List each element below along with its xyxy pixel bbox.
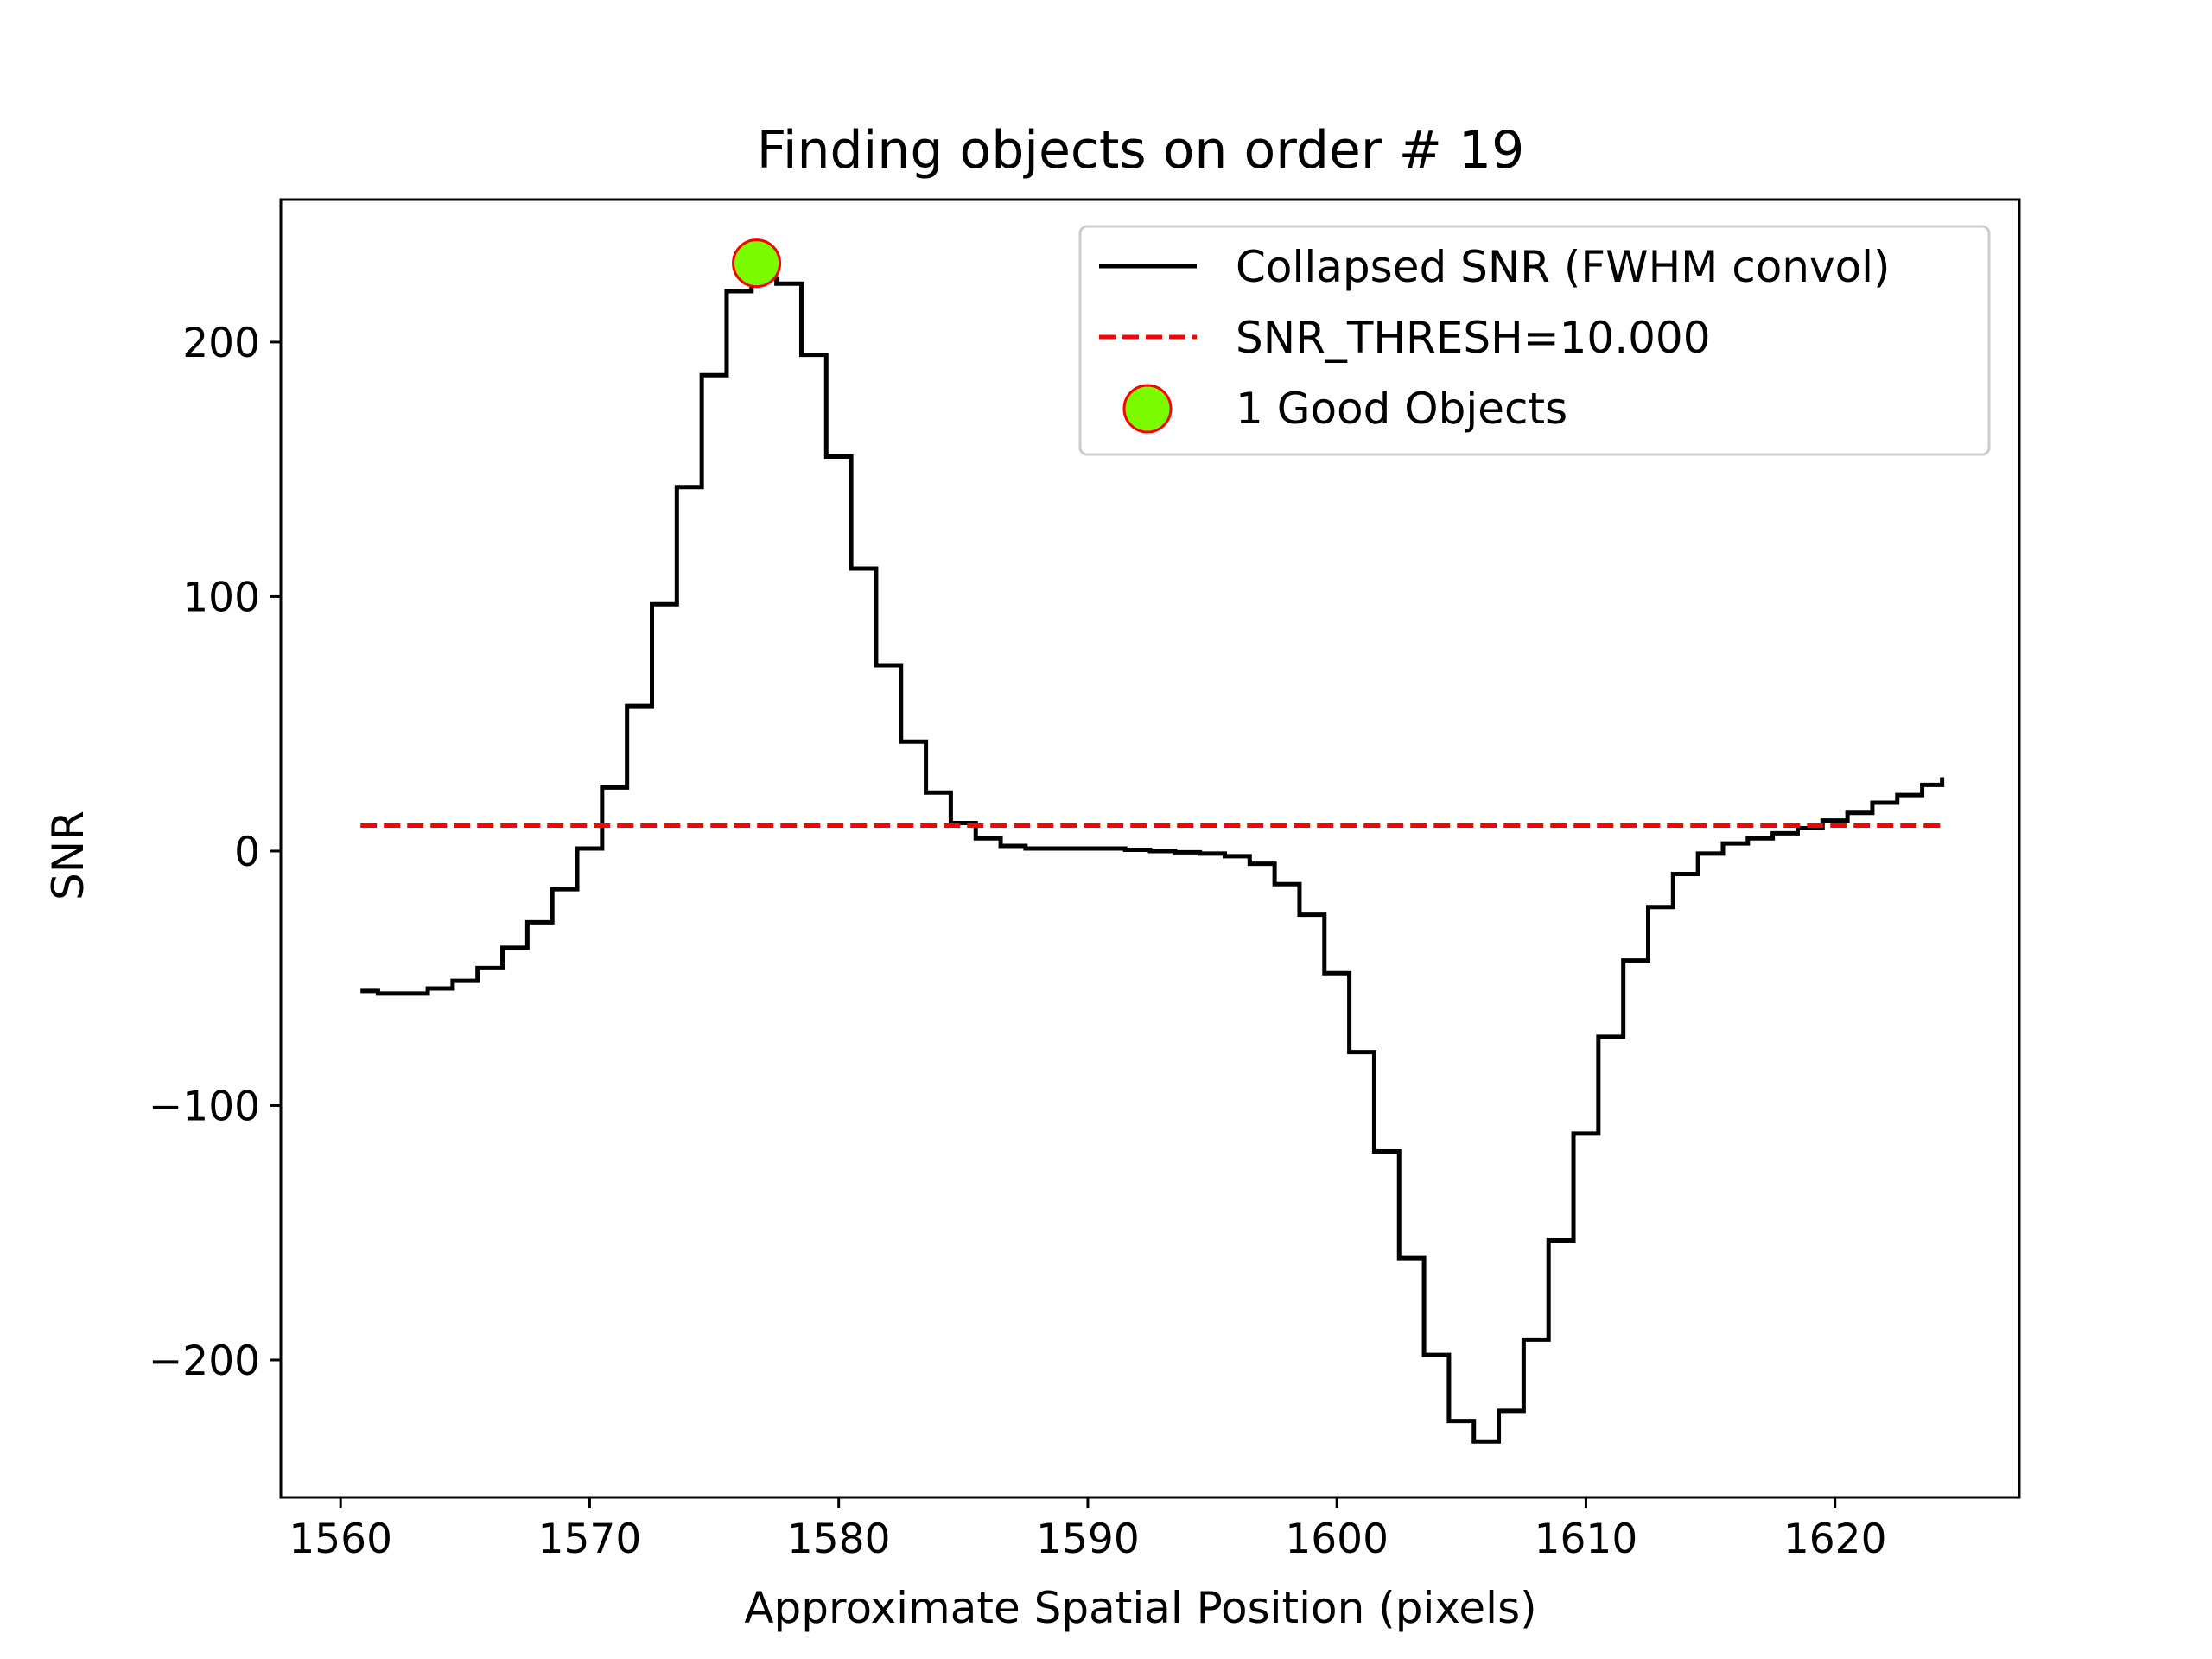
chart-title: Finding objects on order # 19 — [757, 120, 1525, 181]
x-tick-label: 1560 — [289, 1516, 392, 1563]
x-tick-label: 1620 — [1783, 1516, 1887, 1563]
plot-content — [360, 238, 1945, 1444]
legend-label-snr: Collapsed SNR (FWHM convol) — [1236, 242, 1891, 292]
legend-box — [1078, 225, 1991, 456]
x-tick-label: 1590 — [1036, 1516, 1140, 1563]
y-tick-label: 0 — [234, 829, 260, 876]
y-tick-label: −200 — [149, 1338, 260, 1385]
x-tick-label: 1600 — [1285, 1516, 1389, 1563]
x-tick-label: 1580 — [787, 1516, 891, 1563]
legend: Collapsed SNR (FWHM convol) SNR_THRESH=1… — [1078, 225, 1991, 456]
y-tick-label: 200 — [182, 320, 260, 367]
axes-frame — [279, 198, 2021, 1499]
legend-label-objects: 1 Good Objects — [1236, 384, 1567, 434]
x-tick-label: 1610 — [1535, 1516, 1638, 1563]
x-tick-label: 1570 — [538, 1516, 642, 1563]
x-axis-label: Approximate Spatial Position (pixels) — [744, 1583, 1536, 1633]
y-tick-label: 100 — [182, 574, 260, 621]
legend-swatch-objects — [1122, 384, 1173, 434]
legend-label-threshold: SNR_THRESH=10.000 — [1236, 313, 1711, 363]
axis-ticks: 1560 1570 1580 1590 1600 1610 1620 −200 −100 0 100… — [149, 320, 1887, 1563]
y-tick-label: −100 — [149, 1083, 260, 1130]
object-marker — [732, 238, 782, 289]
y-axis-label: SNR — [43, 810, 93, 900]
series-snr-step-line — [360, 276, 1945, 1444]
